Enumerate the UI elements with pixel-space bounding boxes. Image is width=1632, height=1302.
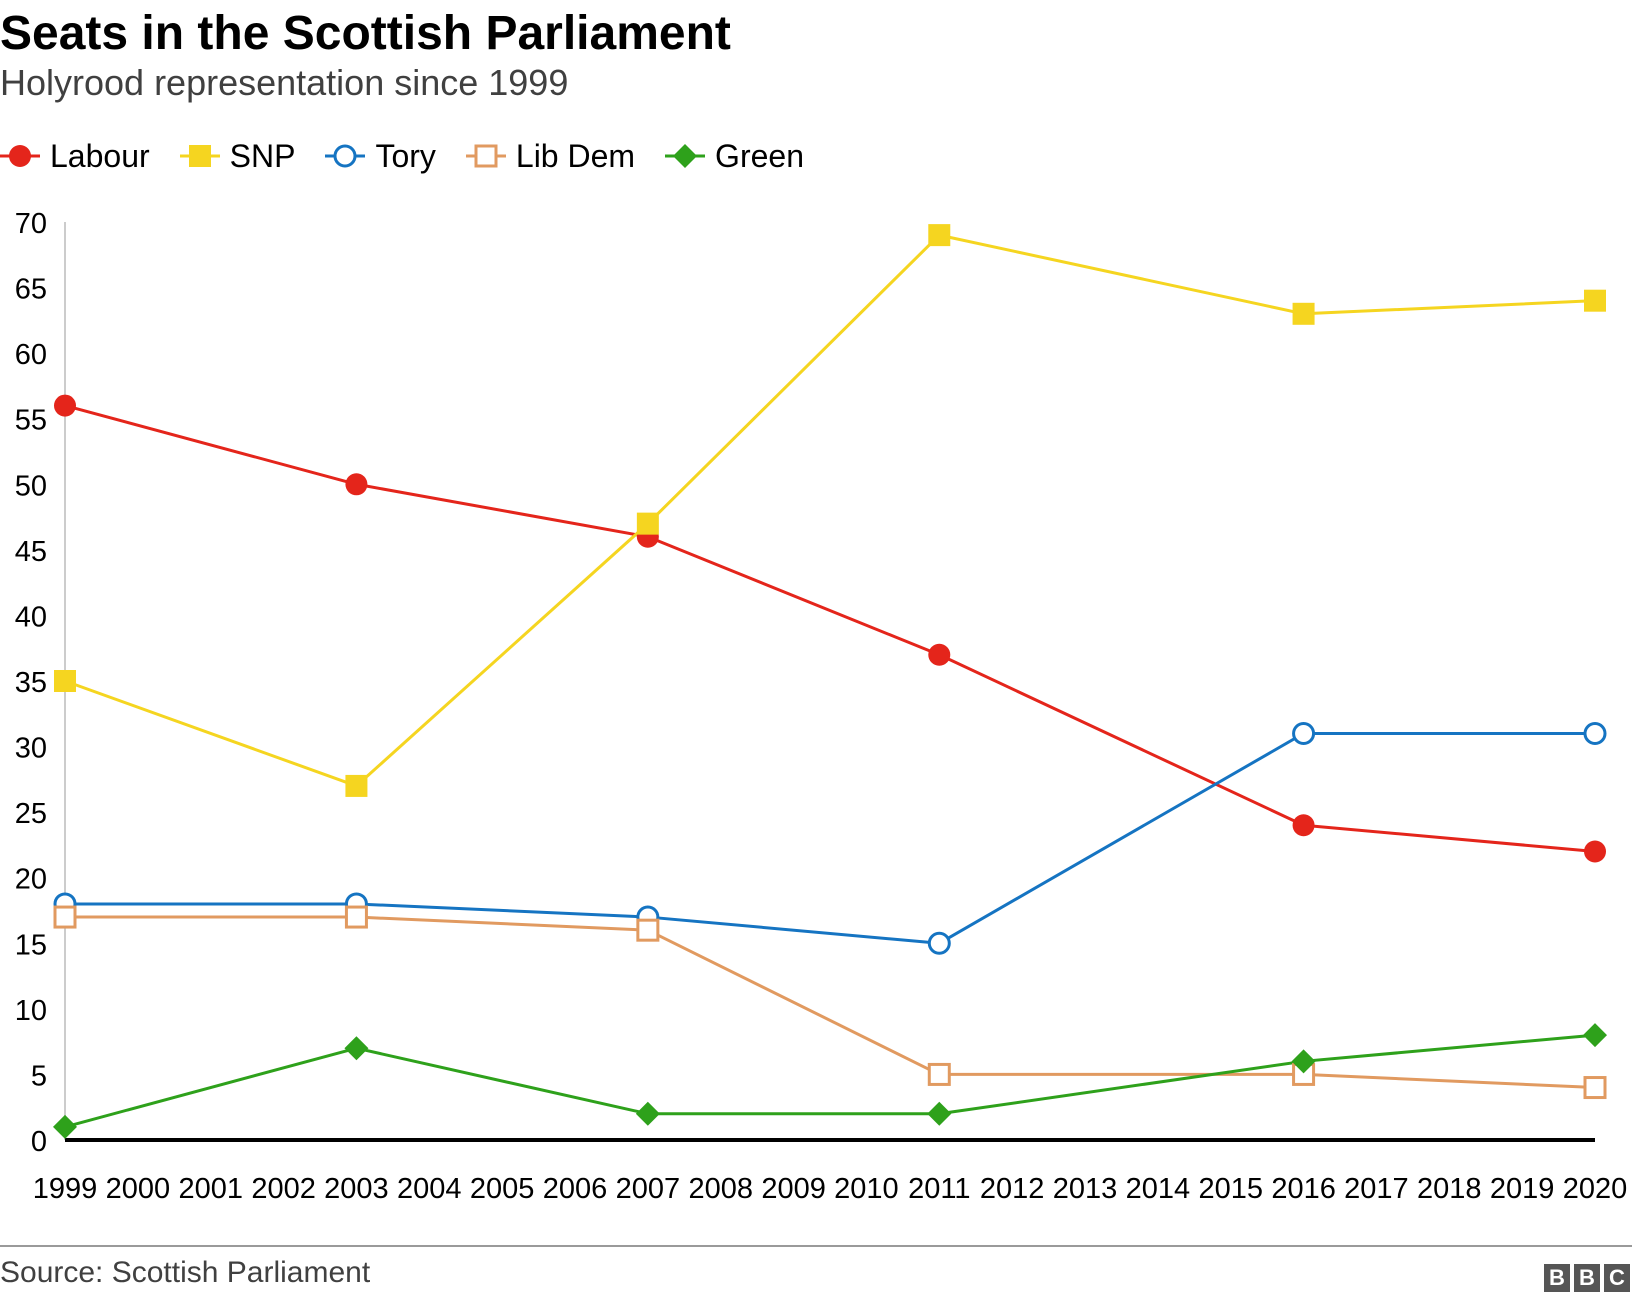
legend-key-labour — [0, 145, 40, 167]
x-tick-label: 2004 — [397, 1173, 462, 1205]
data-point-lib-dem[interactable] — [344, 905, 368, 929]
data-point-green[interactable] — [635, 1101, 660, 1126]
legend-key-tory — [325, 144, 366, 168]
legend-label-green: Green — [715, 137, 804, 174]
x-tick-label: 2018 — [1417, 1173, 1482, 1205]
data-point-green[interactable] — [1583, 1023, 1607, 1048]
x-tick-label: 2005 — [470, 1173, 535, 1205]
x-tick-label: 2003 — [324, 1173, 389, 1205]
data-point-snp[interactable] — [636, 512, 659, 535]
x-tick-label: 2015 — [1198, 1173, 1263, 1205]
x-tick-label: 2011 — [908, 1173, 970, 1205]
legend-key-lib-dem — [465, 144, 506, 168]
y-tick-label: 45 — [15, 536, 47, 568]
data-point-snp[interactable] — [1584, 289, 1606, 312]
legend-label-snp: SNP — [229, 137, 296, 174]
x-tick-label: 2008 — [688, 1173, 753, 1205]
data-point-labour[interactable] — [1292, 814, 1315, 837]
data-point-lib-dem[interactable] — [53, 905, 77, 929]
data-point-green[interactable] — [53, 1114, 77, 1139]
x-tick-label: 2016 — [1271, 1173, 1336, 1205]
source-note: Source: Scottish Parliament — [0, 1256, 371, 1289]
legend-label-lib-dem: Lib Dem — [515, 137, 636, 174]
y-tick-label: 70 — [15, 208, 47, 240]
series-line-labour — [64, 404, 1596, 853]
legend-item-green[interactable]: Green — [665, 138, 804, 175]
y-tick-label: 65 — [15, 274, 47, 306]
legend-key-marker — [474, 144, 498, 168]
data-point-green[interactable] — [1291, 1049, 1316, 1074]
legend-item-lib-dem[interactable]: Lib Dem — [465, 137, 636, 175]
data-point-snp[interactable] — [54, 670, 76, 692]
y-tick-label: 20 — [15, 864, 47, 896]
legend-item-snp[interactable]: SNP — [179, 137, 296, 175]
series-line-green — [64, 1033, 1596, 1129]
data-point-snp[interactable] — [345, 774, 368, 797]
x-tick-label: 2010 — [834, 1173, 899, 1205]
legend-key-marker — [9, 145, 31, 167]
x-tick-label: 2013 — [1053, 1173, 1118, 1205]
series-line-snp — [64, 233, 1596, 788]
series-line-tory — [65, 731, 1595, 945]
x-tick-label: 1999 — [33, 1173, 98, 1205]
y-tick-label: 40 — [15, 601, 47, 633]
data-point-tory[interactable] — [1292, 721, 1316, 745]
bbc-logo-letter: B — [1544, 1264, 1570, 1292]
chart-title: Seats in the Scottish Parliament — [0, 7, 731, 60]
y-tick-label: 0 — [31, 1126, 47, 1158]
x-tick-label: 2019 — [1490, 1173, 1555, 1205]
legend-key-snp — [179, 145, 220, 167]
legend-label-tory: Tory — [375, 137, 436, 174]
data-point-lib-dem[interactable] — [1583, 1076, 1607, 1100]
data-point-tory[interactable] — [927, 931, 951, 955]
series-line-lib-dem — [65, 915, 1596, 1090]
legend-key-marker — [673, 144, 698, 168]
x-tick-label: 2006 — [543, 1173, 608, 1205]
y-tick-label: 35 — [15, 667, 47, 699]
data-point-labour[interactable] — [345, 473, 368, 496]
chart-subtitle: Holyrood representation since 1999 — [0, 62, 569, 103]
footer-divider — [0, 1245, 1632, 1247]
x-tick-label: 2014 — [1126, 1173, 1191, 1205]
y-tick-label: 50 — [15, 470, 47, 502]
x-tick-label: 2007 — [616, 1173, 681, 1205]
legend-key-marker — [333, 144, 357, 168]
x-tick-label: 2020 — [1563, 1173, 1628, 1205]
x-tick-label: 2001 — [178, 1173, 243, 1205]
legend-label-labour: Labour — [50, 137, 150, 174]
legend-key-green — [665, 144, 706, 168]
data-point-labour[interactable] — [54, 394, 76, 417]
legend-item-labour[interactable]: Labour — [0, 138, 150, 175]
data-point-labour[interactable] — [928, 643, 951, 666]
x-tick-label: 2009 — [761, 1173, 826, 1205]
y-tick-label: 15 — [15, 929, 47, 961]
legend-key-marker — [188, 145, 211, 167]
chart-legend: Labour SNP Tory Lib Dem Green — [0, 134, 834, 178]
x-tick-label: 2012 — [980, 1173, 1045, 1205]
legend-item-tory[interactable]: Tory — [325, 137, 436, 175]
bbc-logo: B B C — [1540, 1264, 1630, 1292]
y-tick-label: 30 — [15, 733, 47, 765]
y-tick-label: 5 — [31, 1060, 47, 1092]
y-tick-label: 25 — [15, 798, 47, 830]
bbc-logo-letter: B — [1574, 1264, 1600, 1292]
x-tick-label: 2017 — [1344, 1173, 1409, 1205]
data-point-labour[interactable] — [1584, 840, 1606, 863]
y-tick-label: 60 — [15, 339, 47, 371]
data-point-green[interactable] — [344, 1036, 369, 1061]
data-point-green[interactable] — [927, 1101, 952, 1126]
data-point-tory[interactable] — [1583, 721, 1607, 745]
data-point-snp[interactable] — [928, 224, 951, 247]
x-tick-label: 2002 — [251, 1173, 316, 1205]
data-point-lib-dem[interactable] — [636, 918, 660, 942]
y-tick-label: 10 — [15, 995, 47, 1027]
data-point-snp[interactable] — [1292, 302, 1315, 325]
y-tick-label: 55 — [15, 405, 47, 437]
x-tick-label: 2000 — [106, 1173, 171, 1205]
bbc-logo-letter: C — [1604, 1264, 1630, 1292]
data-point-lib-dem[interactable] — [927, 1062, 951, 1086]
